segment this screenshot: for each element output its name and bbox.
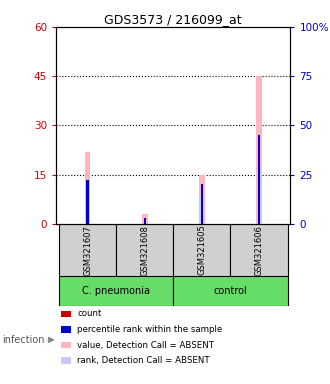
Text: GSM321607: GSM321607 [83,225,92,276]
Bar [256,76,262,224]
Text: value, Detection Call = ABSENT: value, Detection Call = ABSENT [77,341,214,349]
Bar [86,184,89,224]
Bar [257,169,261,224]
Bar [85,152,90,224]
Text: GSM321606: GSM321606 [254,225,263,276]
Text: GSM321605: GSM321605 [197,225,206,275]
Bar [173,224,230,276]
Text: rank, Detection Call = ABSENT: rank, Detection Call = ABSENT [77,356,210,365]
Bar [59,224,116,276]
Bar [142,214,148,224]
Bar [116,224,173,276]
Bar [61,358,71,364]
Bar [86,180,89,224]
Bar [59,276,173,306]
Text: count: count [77,310,102,318]
Text: infection: infection [2,335,44,345]
Text: C. pneumonia: C. pneumonia [82,286,150,296]
Bar [199,175,205,224]
Bar [61,326,71,333]
Bar [144,218,146,224]
Bar [173,276,287,306]
Bar [61,342,71,348]
Text: percentile rank within the sample: percentile rank within the sample [77,325,222,334]
Bar [230,224,287,276]
Title: GDS3573 / 216099_at: GDS3573 / 216099_at [104,13,242,26]
Bar [258,135,260,224]
Bar [143,218,146,224]
Text: GSM321608: GSM321608 [140,225,149,276]
Bar [201,184,203,224]
Text: control: control [214,286,247,296]
Bar [200,196,203,224]
Bar [61,311,71,317]
